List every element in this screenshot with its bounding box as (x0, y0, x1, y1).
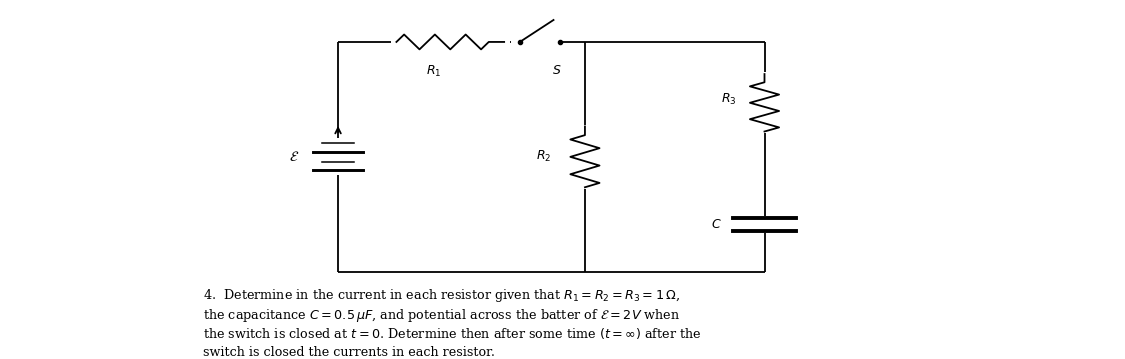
Text: $S$: $S$ (552, 64, 561, 77)
Text: $\mathcal{E}$: $\mathcal{E}$ (288, 150, 299, 164)
Text: the capacitance $C = 0.5\,\mu F$, and potential across the batter of $\mathcal{E: the capacitance $C = 0.5\,\mu F$, and po… (204, 307, 681, 323)
Text: 4.  Determine in the current in each resistor given that $R_1 = R_2 = R_3 = 1\,\: 4. Determine in the current in each resi… (204, 287, 681, 304)
Text: the switch is closed at $t = 0$. Determine then after some time $(t = \infty)$ a: the switch is closed at $t = 0$. Determi… (204, 326, 702, 341)
Text: $R_1$: $R_1$ (425, 64, 441, 79)
Text: $R_3$: $R_3$ (721, 92, 737, 107)
Text: switch is closed the currents in each resistor.: switch is closed the currents in each re… (204, 346, 495, 359)
Text: $R_2$: $R_2$ (536, 149, 551, 164)
Text: $C$: $C$ (711, 218, 722, 231)
